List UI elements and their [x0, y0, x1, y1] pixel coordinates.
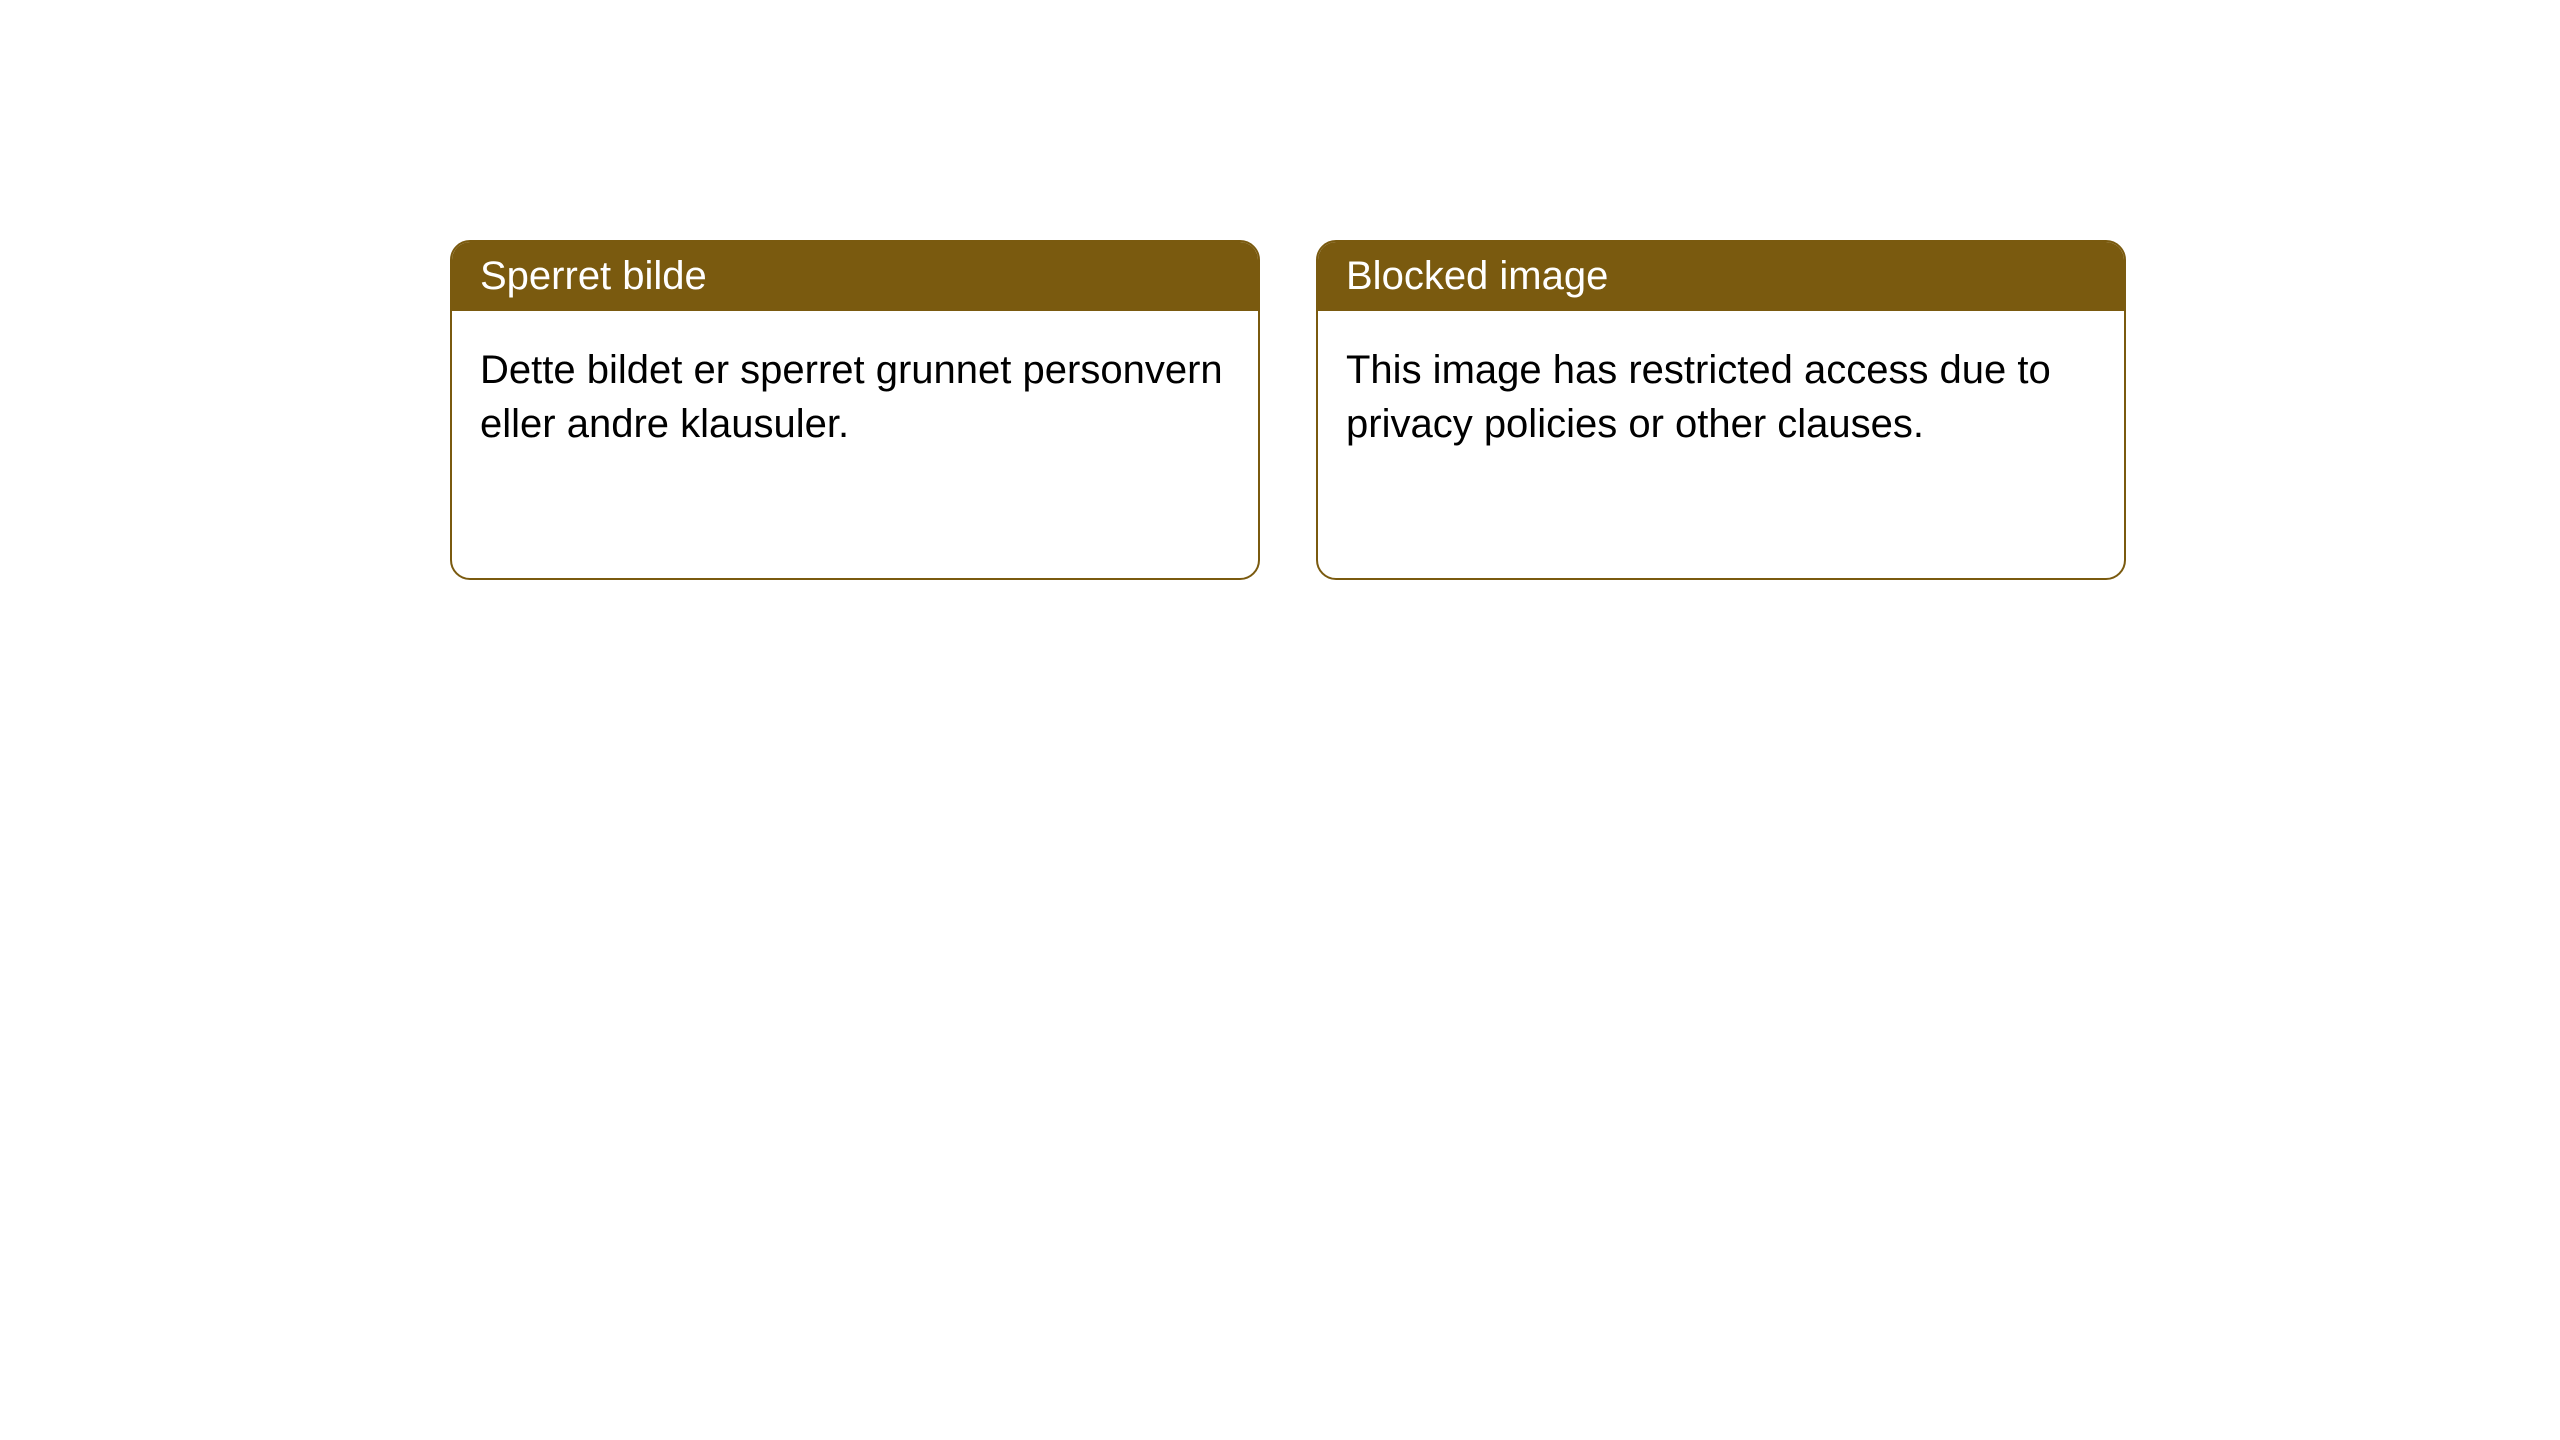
- notice-card-norwegian: Sperret bilde Dette bildet er sperret gr…: [450, 240, 1260, 580]
- card-title: Sperret bilde: [480, 254, 707, 298]
- card-body-text: Dette bildet er sperret grunnet personve…: [480, 348, 1223, 446]
- card-body: Dette bildet er sperret grunnet personve…: [452, 311, 1258, 483]
- notice-card-english: Blocked image This image has restricted …: [1316, 240, 2126, 580]
- card-header: Sperret bilde: [452, 242, 1258, 311]
- card-header: Blocked image: [1318, 242, 2124, 311]
- notice-cards-container: Sperret bilde Dette bildet er sperret gr…: [450, 240, 2126, 580]
- card-title: Blocked image: [1346, 254, 1608, 298]
- card-body: This image has restricted access due to …: [1318, 311, 2124, 483]
- card-body-text: This image has restricted access due to …: [1346, 348, 2051, 446]
